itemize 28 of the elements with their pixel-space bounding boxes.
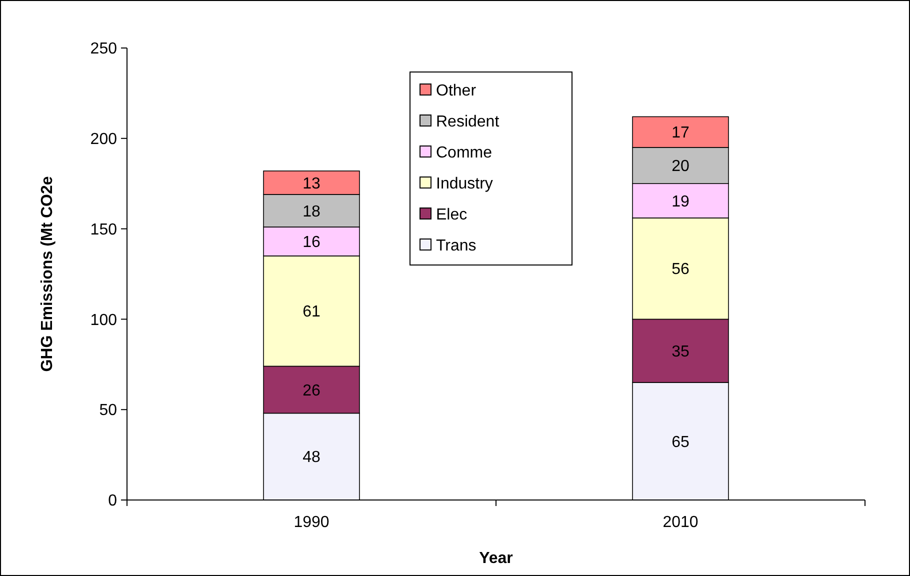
data-label: 17	[672, 124, 690, 142]
legend-label: Comme	[436, 144, 492, 162]
x-tick-label: 1990	[294, 514, 330, 531]
legend-label: Resident	[436, 114, 500, 131]
data-label: 26	[302, 382, 320, 400]
y-axis-title: GHG Emissions (Mt CO2e	[39, 176, 56, 372]
legend-label: Other	[436, 82, 477, 100]
data-label: 16	[302, 234, 320, 252]
x-tick-label: 2010	[662, 514, 698, 531]
data-label: 56	[672, 261, 690, 278]
y-tick-label: 250	[90, 40, 118, 58]
x-axis-title: Year	[479, 550, 513, 567]
legend-label: Elec	[436, 206, 468, 224]
legend-label: Trans	[436, 238, 476, 255]
data-label: 35	[672, 343, 690, 360]
y-tick-label: 150	[90, 221, 118, 238]
data-label: 61	[302, 304, 320, 321]
data-label: 13	[302, 175, 320, 192]
y-tick-label: 100	[90, 312, 118, 329]
data-label: 20	[672, 158, 690, 176]
data-label: 18	[302, 203, 320, 220]
y-tick-label: 200	[90, 131, 118, 148]
data-label: 65	[672, 434, 690, 451]
y-tick-label: 0	[108, 492, 118, 510]
legend-label: Industry	[436, 176, 493, 193]
data-label: 48	[302, 449, 320, 466]
data-label: 19	[672, 193, 690, 210]
y-tick-label: 50	[99, 402, 118, 420]
